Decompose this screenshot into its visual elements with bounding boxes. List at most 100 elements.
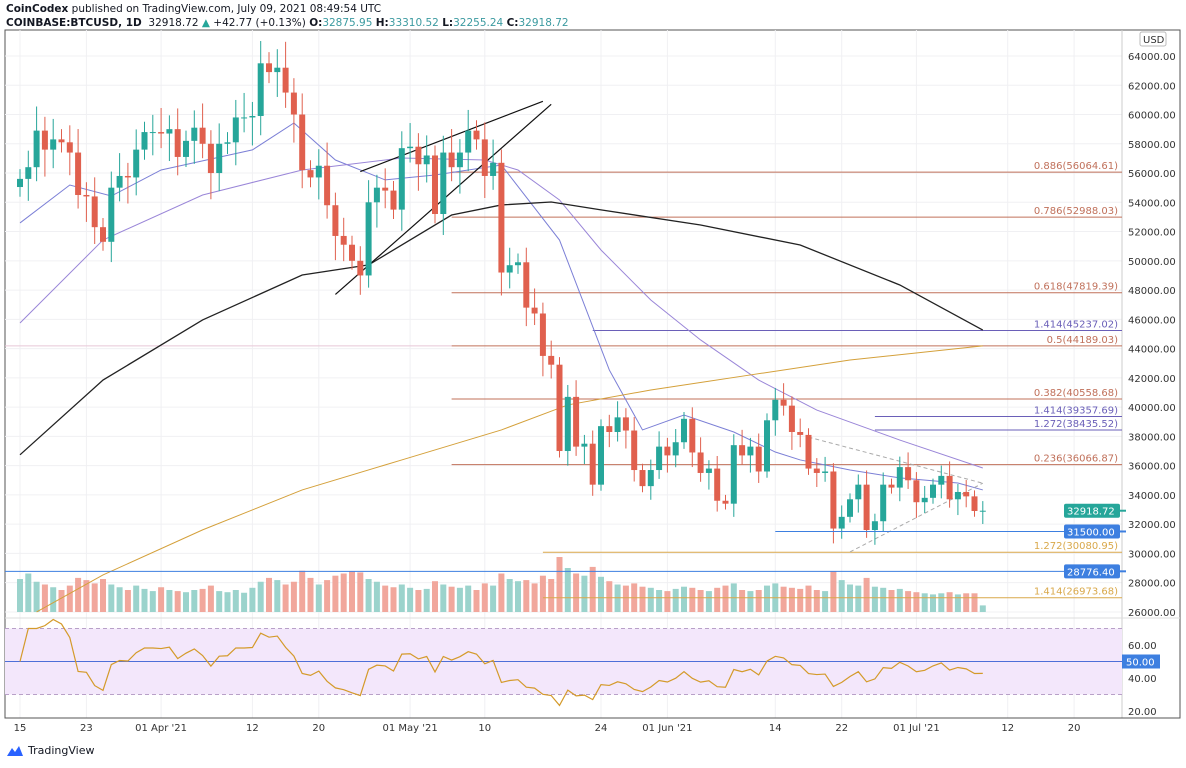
volume-bar (531, 583, 538, 612)
rsi-tick-label: 60.00 (1128, 641, 1157, 652)
candle-body (116, 175, 123, 188)
candle (349, 235, 355, 270)
candle (191, 110, 198, 164)
candle (813, 458, 820, 487)
candle (697, 437, 704, 482)
tradingview-logo[interactable]: TradingView (6, 744, 94, 757)
candle-body (656, 446, 663, 471)
candle-body (971, 496, 978, 511)
candle (224, 132, 231, 154)
volume-bar (498, 573, 505, 612)
candle-body (373, 187, 380, 203)
candle-body (871, 521, 878, 531)
candle (199, 103, 206, 159)
candle-body (631, 430, 638, 471)
volume-bar (83, 580, 90, 612)
volume-bar (788, 587, 795, 612)
candle (871, 513, 878, 545)
level-label: 0.886(56064.61) (1034, 161, 1118, 172)
candle (788, 396, 795, 450)
volume-bar (66, 585, 73, 612)
up-triangle-icon: ▲ (201, 17, 210, 29)
volume-bar (523, 580, 530, 612)
candle-body (855, 484, 862, 500)
volume-bar (747, 591, 754, 612)
candle (141, 121, 148, 160)
price-tick-label: 32000.00 (1128, 520, 1176, 531)
candle-body (564, 396, 571, 452)
candle-body (813, 468, 820, 473)
candle (548, 340, 555, 379)
volume-bar (697, 590, 704, 612)
candle-body (697, 452, 704, 473)
candle-body (241, 117, 248, 119)
volume-bar (764, 585, 770, 612)
candle (531, 288, 538, 326)
price-tick-label: 48000.00 (1128, 286, 1176, 297)
time-tick-label: 24 (595, 723, 608, 734)
price-tick-label: 40000.00 (1128, 403, 1176, 414)
volume-bar (274, 580, 281, 612)
candle (515, 253, 521, 274)
candle (183, 130, 189, 167)
candle (888, 478, 895, 494)
level-label: 1.272(38435.52) (1034, 419, 1118, 430)
volume-bar (315, 584, 322, 612)
candle-body (979, 510, 986, 512)
candle-body (50, 139, 57, 150)
volume-bar (191, 590, 198, 612)
candle-body (33, 130, 40, 168)
volume-bar (830, 571, 837, 612)
candle-body (905, 467, 912, 481)
time-tick-label: 01 Apr '21 (135, 723, 187, 734)
candle (913, 472, 920, 518)
price-tick-label: 28000.00 (1128, 579, 1176, 590)
candle-body (91, 196, 98, 228)
volume-bar (158, 587, 165, 612)
price-tick-label: 50000.00 (1128, 257, 1176, 268)
candle (689, 407, 696, 468)
volume-bar (672, 588, 679, 612)
candle (398, 131, 405, 231)
candle-body (598, 426, 604, 485)
close-label: C: (506, 17, 519, 29)
candle-body (440, 152, 447, 215)
candle (266, 52, 272, 84)
candle-body (349, 244, 355, 261)
volume-bar (232, 590, 239, 612)
candle (780, 383, 787, 416)
candle (407, 123, 414, 163)
publisher: CoinCodex (6, 3, 69, 15)
volume-bar (17, 579, 23, 612)
candle-body (838, 516, 845, 529)
level-label: 0.382(40558.68) (1034, 388, 1118, 399)
rsi-tick-label: 20.00 (1128, 707, 1157, 718)
volume-bar (954, 594, 961, 612)
price-tick-label: 38000.00 (1128, 432, 1176, 443)
candle (17, 169, 23, 197)
candle (50, 118, 57, 169)
candle-body (83, 194, 90, 197)
volume-bar (855, 585, 862, 612)
candle-body (498, 162, 505, 273)
volume-bar (581, 575, 588, 612)
candle-body (25, 167, 32, 179)
volume-bar (797, 588, 804, 612)
volume-bar (423, 588, 430, 612)
volume-bar (174, 591, 181, 612)
time-tick-label: 01 May '21 (382, 723, 437, 734)
volume-bar (100, 579, 106, 612)
candle-body (581, 443, 588, 447)
candle-body (448, 152, 455, 168)
candle-body (531, 307, 538, 314)
candle (241, 92, 248, 133)
candle (282, 41, 289, 108)
volume-bar (456, 587, 463, 612)
candle-body (896, 467, 903, 488)
volume-bar (739, 590, 746, 612)
level-label: 1.414(45237.02) (1034, 320, 1118, 331)
volume-bar (382, 585, 389, 612)
candle (473, 120, 480, 150)
candle (124, 162, 131, 204)
